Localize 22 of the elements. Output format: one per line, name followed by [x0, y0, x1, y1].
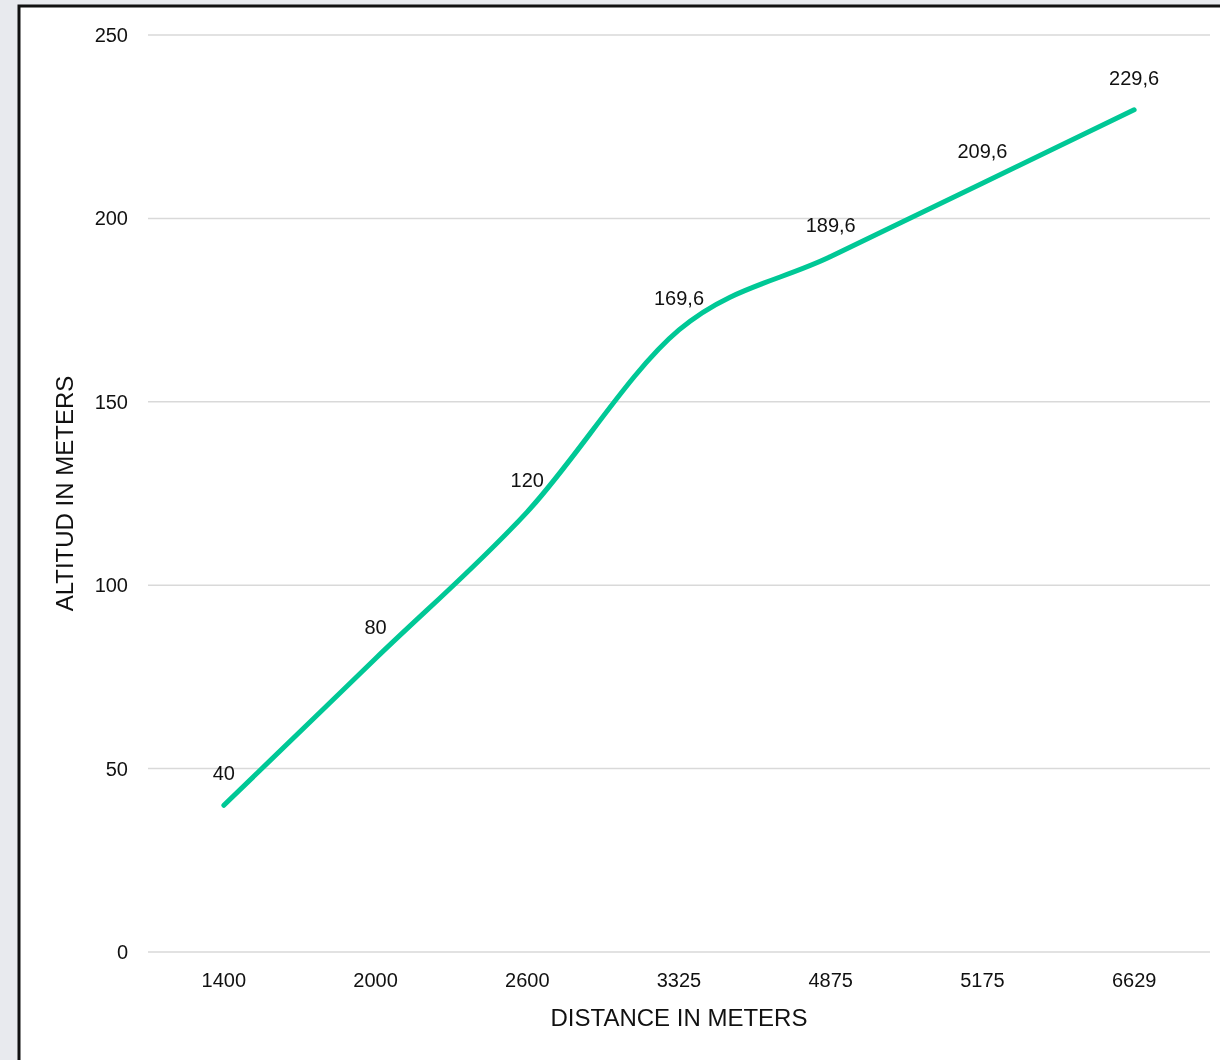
y-tick-label: 150: [94, 390, 128, 413]
data-label: 80: [364, 615, 387, 638]
x-tick-label: 2000: [353, 969, 398, 991]
x-tick-label: 6629: [1111, 969, 1157, 991]
data-label: 229,6: [1109, 66, 1160, 89]
y-tick-label: 250: [94, 24, 128, 46]
x-tick-label: 2600: [505, 969, 550, 991]
y-tick-label: 200: [94, 207, 128, 230]
x-tick-label: 5175: [960, 969, 1005, 991]
x-tick-label: 3325: [656, 969, 702, 991]
data-label: 209,6: [957, 140, 1008, 163]
x-axis-title: DISTANCE IN METERS: [550, 1004, 808, 1031]
x-tick-label: 1400: [201, 969, 247, 991]
data-label: 169,6: [653, 286, 705, 309]
data-label: 40: [212, 762, 235, 785]
data-label: 120: [510, 468, 544, 491]
y-tick-label: 100: [94, 574, 128, 597]
data-label: 189,6: [805, 213, 856, 236]
x-tick-label: 4875: [808, 969, 853, 991]
y-tick-label: 0: [116, 941, 128, 963]
y-axis-title: ALTITUD IN METERS: [51, 375, 78, 612]
y-tick-label: 50: [105, 757, 128, 780]
